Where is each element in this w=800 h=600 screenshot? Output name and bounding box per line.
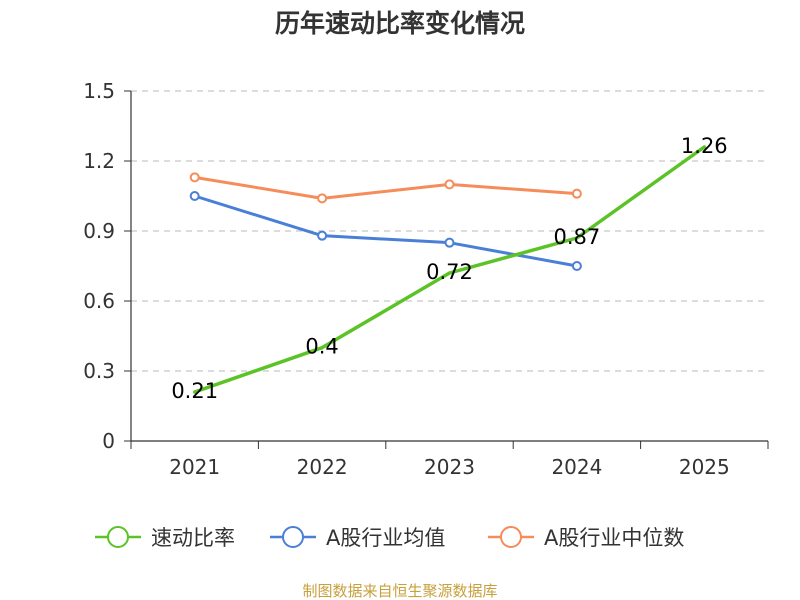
- data-label: 1.26: [681, 134, 728, 158]
- y-tick-label: 1.2: [83, 149, 115, 173]
- series-line-quick-ratio: [192, 145, 707, 394]
- x-tick-label: 2022: [297, 455, 348, 479]
- data-label: 0.4: [305, 335, 338, 359]
- legend-label: A股行业中位数: [544, 526, 684, 550]
- data-point: [571, 261, 582, 271]
- series-line-industry-median: [193, 175, 579, 200]
- data-point: [317, 230, 328, 241]
- data-label: 0.87: [554, 225, 601, 249]
- legend-marker-icon: [500, 526, 522, 548]
- legend-item: A股行业中位数: [488, 526, 684, 550]
- chart-title: 历年速动比率变化情况: [275, 9, 525, 38]
- data-point: [444, 179, 455, 190]
- y-tick-label: 0.3: [83, 359, 115, 383]
- legend-marker-icon: [282, 526, 304, 548]
- x-tick-label: 2024: [551, 455, 602, 479]
- legend-item: A股行业均值: [270, 526, 445, 550]
- data-label: 0.72: [426, 260, 473, 284]
- y-tick-label: 0.9: [83, 219, 115, 243]
- data-point: [189, 172, 200, 183]
- data-point: [317, 193, 328, 204]
- data-label: 0.21: [171, 379, 218, 403]
- legend-marker-icon: [107, 526, 129, 548]
- legend-item: 速动比率: [95, 526, 235, 550]
- y-tick-label: 0: [102, 429, 115, 453]
- x-tick-label: 2025: [679, 455, 730, 479]
- data-point: [189, 191, 200, 201]
- legend-label: A股行业均值: [326, 526, 445, 550]
- y-tick-label: 0.6: [83, 289, 115, 313]
- data-source-note: 制图数据来自恒生聚源数据库: [302, 582, 497, 600]
- x-tick-label: 2021: [169, 455, 220, 479]
- y-tick-label: 1.5: [83, 79, 115, 103]
- x-tick-label: 2023: [424, 455, 475, 479]
- data-point: [571, 188, 582, 199]
- data-point: [444, 237, 455, 248]
- legend-label: 速动比率: [151, 526, 235, 550]
